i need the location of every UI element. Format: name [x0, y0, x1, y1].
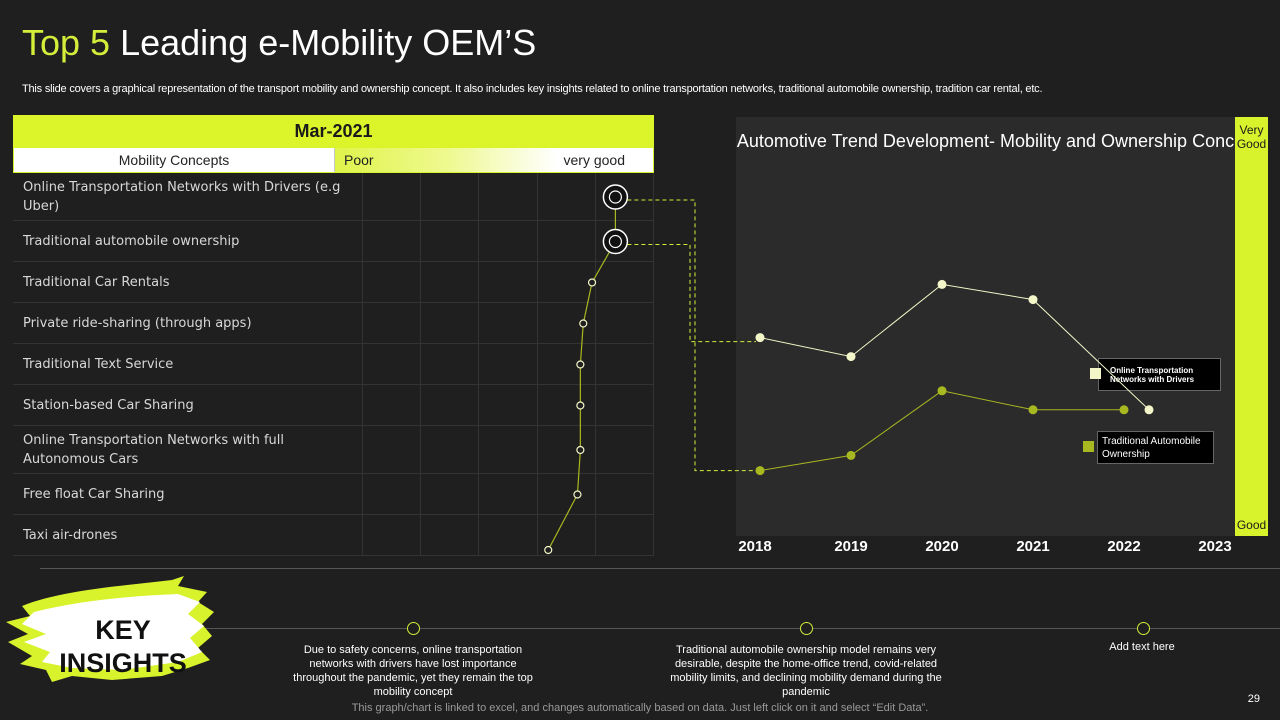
row-label: Station-based Car Sharing: [23, 397, 194, 413]
table-row: Station-based Car Sharing: [13, 385, 654, 426]
x-tick-label: 2021: [1016, 538, 1050, 555]
grid-line: [537, 173, 538, 556]
row-label: Traditional automobile ownership: [23, 233, 240, 249]
row-label: Traditional Text Service: [23, 356, 174, 372]
title-accent: Top 5: [22, 22, 111, 63]
grid-line: [362, 173, 363, 556]
rating-scale: Poor very good: [335, 148, 653, 172]
table-row: Free float Car Sharing: [13, 474, 654, 515]
insight-text-1: Due to safety concerns, online transport…: [293, 644, 533, 698]
insight-text-2: Traditional automobile ownership model r…: [670, 644, 942, 698]
table-subheader: Mobility Concepts Poor very good: [13, 147, 654, 173]
rating-axis-bar: Very Good Good: [1235, 117, 1268, 536]
grid-line: [478, 173, 479, 556]
row-label: Free float Car Sharing: [23, 486, 165, 502]
x-tick-label: 2020: [925, 538, 959, 555]
legend-swatch-olive: [1083, 441, 1094, 452]
row-label: Online Transportation Networks with Driv…: [23, 179, 341, 214]
table-row: Traditional Text Service: [13, 344, 654, 385]
x-tick-label: 2019: [834, 538, 868, 555]
scale-low-label: Poor: [344, 152, 374, 168]
row-label: Traditional Car Rentals: [23, 274, 170, 290]
insight-text-3[interactable]: Add text here: [1109, 641, 1175, 653]
table-row: Traditional Car Rentals: [13, 262, 654, 303]
table-row: Online Transportation Networks with full…: [13, 426, 654, 474]
trend-chart-panel: [736, 117, 1236, 536]
timeline-dot: [800, 622, 813, 635]
x-tick-label: 2018: [738, 538, 772, 555]
page-title: Top 5 Leading e-Mobility OEM’S: [22, 22, 536, 64]
key-insights-badge: KEY INSIGHTS: [59, 615, 187, 678]
y-top-label: Very Good: [1236, 123, 1267, 151]
y-bottom-label: Good: [1236, 518, 1267, 532]
x-tick-label: 2022: [1107, 538, 1141, 555]
table-row: Traditional automobile ownership: [13, 221, 654, 262]
page-number: 29: [1247, 693, 1260, 705]
legend-label: Traditional Automobile Ownership: [1102, 436, 1201, 460]
footnote: This graph/chart is linked to excel, and…: [351, 702, 929, 714]
brush-stroke-badge: [6, 576, 214, 682]
table-body: Online Transportation Networks with Driv…: [13, 173, 654, 556]
insights-timeline: [205, 628, 1280, 629]
timeline-dot: [1137, 622, 1150, 635]
grid-line: [420, 173, 421, 556]
legend-swatch-light: [1090, 368, 1101, 379]
title-rest: Leading e-Mobility OEM’S: [120, 22, 537, 63]
row-label: Private ride-sharing (through apps): [23, 315, 252, 331]
col-mobility-concepts: Mobility Concepts: [14, 148, 335, 172]
row-label: Online Transportation Networks with full…: [23, 432, 285, 467]
mobility-concepts-table: Mar-2021 Mobility Concepts Poor very goo…: [13, 115, 654, 556]
timeline-dot: [407, 622, 420, 635]
table-row: Online Transportation Networks with Driv…: [13, 173, 654, 221]
scale-high-label: very good: [563, 152, 625, 168]
table-row: Private ride-sharing (through apps): [13, 303, 654, 344]
table-row: Taxi air-drones: [13, 515, 654, 556]
legend-traditional-ownership[interactable]: Traditional Automobile Ownership: [1097, 431, 1214, 464]
legend-label: Online Transportation Networks with Driv…: [1110, 366, 1195, 384]
row-label: Taxi air-drones: [23, 527, 118, 543]
table-header: Mar-2021: [13, 115, 654, 147]
chart-title: Automotive Trend Development- Mobility a…: [736, 131, 1260, 151]
page-subtitle: This slide covers a graphical representa…: [22, 83, 1043, 95]
legend-online-networks[interactable]: Online Transportation Networks with Driv…: [1098, 358, 1221, 391]
x-tick-label: 2023: [1198, 538, 1232, 555]
section-divider: [40, 568, 1280, 569]
